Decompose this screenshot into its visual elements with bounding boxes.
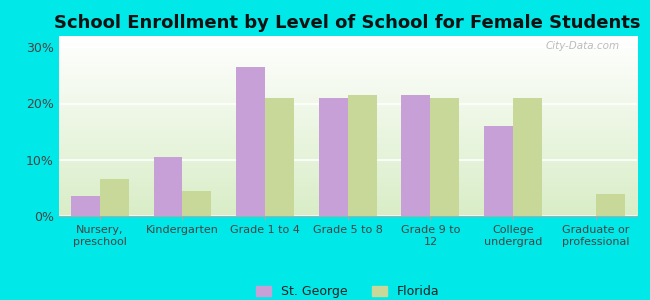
Bar	[402, 95, 430, 216]
Bar	[595, 194, 625, 216]
Legend: St. George, Florida: St. George, Florida	[251, 280, 445, 300]
Bar	[71, 196, 100, 216]
Bar	[484, 126, 513, 216]
Bar	[348, 95, 377, 216]
Bar	[183, 191, 211, 216]
Bar	[318, 98, 348, 216]
Bar	[430, 98, 460, 216]
Title: School Enrollment by Level of School for Female Students: School Enrollment by Level of School for…	[55, 14, 641, 32]
Bar	[513, 98, 542, 216]
Bar	[153, 157, 183, 216]
Bar	[265, 98, 294, 216]
Text: City-Data.com: City-Data.com	[545, 41, 619, 51]
Bar	[100, 179, 129, 216]
Bar	[236, 67, 265, 216]
